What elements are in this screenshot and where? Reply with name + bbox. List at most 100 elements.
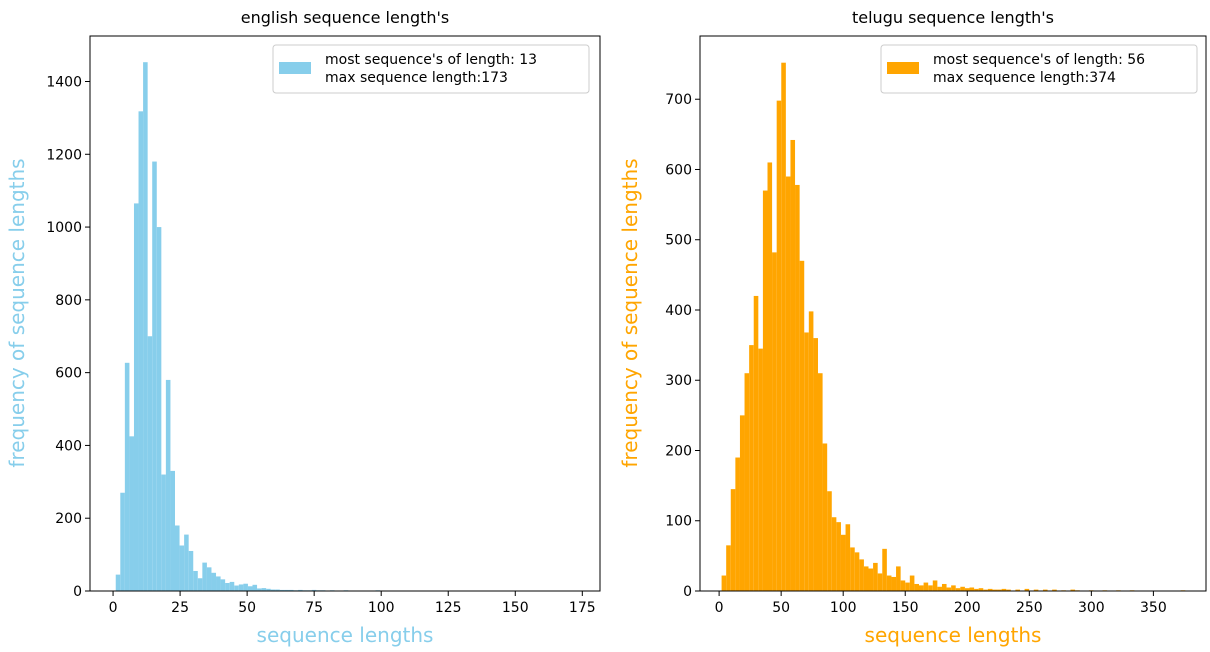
- histogram-bar: [721, 575, 727, 591]
- histogram-bar: [845, 524, 851, 591]
- histogram-bar: [279, 589, 285, 591]
- histogram-bar: [840, 534, 846, 591]
- histogram-bar: [179, 545, 185, 591]
- y-tick-label: 1000: [46, 220, 82, 236]
- chart-title: telugu sequence length's: [852, 8, 1054, 27]
- x-tick-label: 100: [830, 600, 857, 616]
- x-tick-label: 50: [238, 600, 256, 616]
- histogram-bar: [257, 588, 262, 591]
- histogram-bar: [1015, 589, 1020, 591]
- histogram-bar: [193, 570, 198, 591]
- histogram-bar: [785, 176, 791, 591]
- histogram-bar: [197, 578, 203, 591]
- histogram-bar: [188, 550, 194, 591]
- histogram-bar: [225, 582, 230, 591]
- histogram-bar: [124, 362, 130, 591]
- histogram-bar: [831, 517, 837, 591]
- histogram-bars: [721, 62, 1186, 591]
- histogram-bar: [937, 586, 942, 591]
- histogram-bar: [992, 589, 998, 591]
- histogram-bar: [234, 585, 239, 591]
- histogram-bar: [288, 589, 294, 591]
- histogram-bar: [955, 588, 961, 591]
- y-tick-label: 1400: [46, 74, 82, 90]
- histogram-bar: [247, 586, 253, 591]
- histogram-bar: [983, 589, 988, 591]
- histogram-bar: [886, 575, 892, 591]
- histogram-bar: [1024, 588, 1030, 591]
- histogram-bar: [909, 575, 915, 591]
- x-tick-label: 75: [305, 600, 323, 616]
- x-tick-label: 0: [109, 600, 118, 616]
- histogram-bar: [730, 489, 736, 591]
- histogram-bar: [859, 559, 864, 591]
- histogram-bar: [758, 348, 763, 591]
- histogram-bar: [974, 588, 979, 591]
- histogram-bar: [1006, 589, 1011, 591]
- histogram-bar: [827, 491, 832, 591]
- english-histogram-panel: english sequence length's 0 25 50 75 100 125 1…: [5, 8, 601, 647]
- plot-frame: [699, 35, 1207, 592]
- y-tick-label: 600: [665, 162, 692, 178]
- legend-line-1: most sequence's of length: 13: [325, 52, 537, 68]
- histogram-bar: [220, 579, 226, 591]
- y-tick-label: 700: [665, 92, 692, 108]
- histogram-bar: [202, 562, 207, 591]
- x-tick-label: 150: [502, 600, 529, 616]
- histogram-bar: [772, 252, 777, 591]
- y-axis-label: frequency of sequence lengths: [618, 158, 642, 467]
- histogram-bar: [275, 589, 280, 591]
- histogram-bar: [284, 589, 289, 591]
- legend: most sequence's of length: 56 max sequen…: [880, 44, 1198, 94]
- histogram-bar: [928, 585, 933, 591]
- histogram-bar: [891, 576, 897, 591]
- histogram-bar: [266, 588, 271, 591]
- histogram-bar: [804, 332, 809, 591]
- y-tick-label: 100: [665, 514, 692, 530]
- histogram-bar: [170, 470, 175, 591]
- histogram-bar: [1001, 588, 1007, 591]
- histogram-bar: [739, 415, 745, 591]
- x-tick-label: 250: [1016, 600, 1043, 616]
- histogram-bar: [946, 587, 952, 591]
- x-tick-label: 300: [1078, 600, 1105, 616]
- histogram-bar: [156, 227, 162, 591]
- legend: most sequence's of length: 13 max sequen…: [272, 44, 590, 94]
- histogram-bar: [964, 588, 970, 591]
- x-tick-label: 350: [1140, 600, 1167, 616]
- histogram-bar: [997, 589, 1002, 591]
- y-axis-ticks: 0 100 200 300 400 500 600 700: [665, 92, 700, 600]
- x-axis-ticks: 0 25 50 75 100 125 150 175: [109, 591, 596, 616]
- legend-swatch: [279, 62, 311, 74]
- histogram-bar: [808, 311, 814, 591]
- histogram-bar: [138, 111, 144, 591]
- x-tick-label: 200: [954, 600, 981, 616]
- histogram-bar: [252, 584, 258, 591]
- histogram-bar: [744, 373, 750, 591]
- legend-box: [880, 44, 1198, 94]
- plot-frame: [89, 35, 601, 592]
- histogram-bar: [735, 457, 740, 591]
- y-tick-label: 1200: [46, 147, 82, 163]
- histogram-bar: [923, 582, 929, 591]
- x-tick-label: 25: [171, 600, 189, 616]
- x-axis-label: sequence lengths: [865, 623, 1042, 647]
- x-tick-label: 100: [368, 600, 395, 616]
- legend-swatch: [887, 62, 919, 74]
- chart-title: english sequence length's: [241, 8, 450, 27]
- histogram-bar: [813, 338, 818, 591]
- x-axis-label: sequence lengths: [257, 623, 434, 647]
- histogram-bar: [776, 100, 782, 591]
- histogram-bar: [1042, 589, 1048, 591]
- y-tick-label: 800: [55, 293, 82, 309]
- histogram-bar: [863, 566, 869, 591]
- histogram-bar: [836, 522, 841, 591]
- histogram-bar: [877, 573, 883, 591]
- histogram-bar: [211, 572, 217, 591]
- histogram-bar: [914, 583, 919, 591]
- histogram-bar: [726, 545, 731, 591]
- histogram-bar: [120, 492, 125, 591]
- histogram-bar: [298, 589, 303, 591]
- legend-line-1: most sequence's of length: 56: [933, 52, 1145, 68]
